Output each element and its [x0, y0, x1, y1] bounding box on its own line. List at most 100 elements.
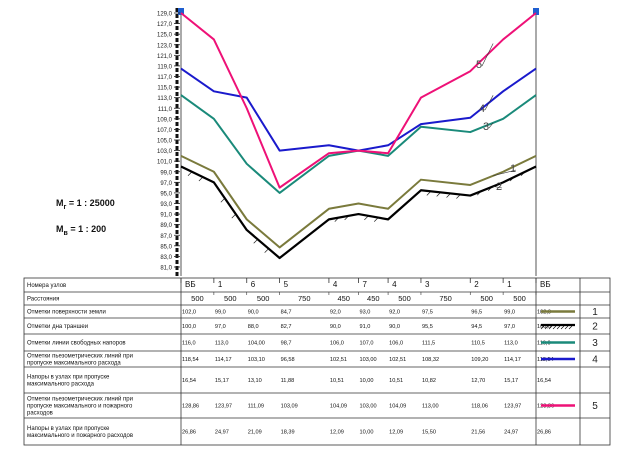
row-label: Отметки пьезометрических линий при пропус… — [27, 353, 133, 367]
cell-value: 90,0 — [330, 324, 341, 330]
series-label-5: 5 — [476, 59, 482, 71]
node-number: 2 — [474, 280, 479, 289]
cell-value: 113,0 — [215, 341, 229, 347]
cell-value: 10,00 — [360, 378, 374, 384]
row-label: Номера узлов — [27, 283, 66, 289]
node-number: 6 — [251, 280, 256, 289]
cell-value: 104,09 — [330, 404, 347, 410]
y-tick-label: 93,0 — [160, 202, 172, 208]
y-tick-label: 121,0 — [157, 54, 173, 60]
legend-number: 4 — [592, 355, 598, 366]
legend-number: 1 — [592, 307, 598, 318]
y-tick-label: 101,0 — [157, 160, 173, 166]
distance-value: 750 — [298, 294, 311, 303]
cell-value: 118,06 — [471, 404, 488, 410]
legend-hatch — [540, 325, 545, 330]
y-tick-label: 107,0 — [157, 128, 173, 134]
cell-value: 118,54 — [182, 357, 199, 363]
node-number: 1 — [507, 280, 512, 289]
cell-value: 90,0 — [389, 324, 400, 330]
cell-value: 15,50 — [422, 430, 436, 436]
series-label-4: 4 — [479, 103, 485, 115]
legend-hatch — [548, 325, 553, 330]
cell-value: 102,0 — [182, 310, 196, 316]
cell-value: 96,5 — [471, 310, 482, 316]
cell-value: 97,0 — [215, 324, 226, 330]
cell-value: 91,0 — [360, 324, 371, 330]
y-tick-label: 91,0 — [160, 213, 172, 219]
series-callout-line — [481, 43, 494, 67]
node-number: ВБ — [540, 280, 551, 289]
distance-value: 750 — [439, 294, 452, 303]
cell-value: 100,0 — [182, 324, 196, 330]
legend-hatch — [544, 325, 549, 330]
row-label: Отметки пьезометрических линий при пропус… — [27, 396, 133, 417]
cell-value: 110,5 — [471, 341, 485, 347]
cell-value: 10,51 — [389, 378, 403, 384]
row-label: Напоры в узлах при пропуске максимального… — [27, 426, 133, 439]
right-tower-marker — [533, 8, 539, 15]
cell-value: 98,7 — [281, 341, 292, 347]
cell-value: 24,97 — [504, 430, 518, 436]
y-tick-label: 127,0 — [157, 22, 173, 28]
node-number: 4 — [333, 280, 338, 289]
node-number: 7 — [363, 280, 368, 289]
cell-value: 84,7 — [281, 310, 292, 316]
y-tick-label: 97,0 — [160, 181, 172, 187]
cell-value: 88,0 — [248, 324, 259, 330]
series-line-2 — [180, 165, 537, 260]
y-tick-label: 119,0 — [157, 64, 172, 70]
cell-value: 10,51 — [330, 378, 344, 384]
cell-value: 106,0 — [330, 341, 344, 347]
distance-value: 500 — [224, 294, 237, 303]
cell-value: 123,97 — [215, 404, 232, 410]
y-tick-label: 111,0 — [158, 107, 173, 113]
cell-value: 12,09 — [330, 430, 344, 436]
cell-value: 96,58 — [281, 357, 295, 363]
series-line-1 — [180, 154, 537, 249]
distance-value: 450 — [337, 294, 350, 303]
series-callout-line — [484, 95, 494, 111]
cell-value: 128,86 — [182, 404, 199, 410]
cell-value: 82,7 — [281, 324, 292, 330]
node-number: 5 — [284, 280, 289, 289]
cell-value: 111,5 — [422, 341, 435, 347]
cell-value: 12,09 — [389, 430, 403, 436]
cell-value: 111,09 — [248, 404, 264, 410]
cell-value: 13,10 — [248, 378, 262, 384]
y-tick-label: 109,0 — [157, 117, 173, 123]
cell-value: 103,00 — [360, 404, 377, 410]
series-callout-line — [493, 169, 517, 177]
y-tick-label: 125,0 — [157, 33, 173, 39]
cell-value: 93,0 — [360, 310, 371, 316]
cell-value: 103,00 — [360, 357, 377, 363]
cell-value: 90,0 — [248, 310, 259, 316]
cell-value: 113,0 — [504, 341, 518, 347]
series-line-5 — [180, 12, 537, 189]
cell-value: 15,17 — [504, 378, 518, 384]
cell-value: 103,10 — [248, 357, 265, 363]
cell-value: 114,17 — [504, 357, 521, 363]
cell-value: 16,54 — [537, 378, 551, 384]
series-callout-line — [493, 186, 503, 189]
cell-value: 97,0 — [504, 324, 515, 330]
cell-value: 92,0 — [389, 310, 400, 316]
cell-value: 94,5 — [471, 324, 482, 330]
cell-value: 104,00 — [248, 341, 265, 347]
row-label: Отметки поверхности земли — [27, 310, 106, 316]
cell-value: 116,0 — [182, 341, 196, 347]
legend-hatch — [564, 325, 569, 330]
y-tick-label: 95,0 — [160, 191, 172, 197]
cell-value: 24,97 — [215, 430, 229, 436]
node-number: 1 — [218, 280, 223, 289]
cell-value: 26,86 — [182, 430, 196, 436]
cell-value: 109,20 — [471, 357, 488, 363]
row-label: Расстояния — [27, 297, 59, 303]
distance-value: 500 — [191, 294, 204, 303]
distance-value: 500 — [257, 294, 270, 303]
series-label-3: 3 — [483, 121, 489, 133]
node-number: 4 — [392, 280, 397, 289]
cell-value: 10,82 — [422, 378, 436, 384]
node-number: 3 — [425, 280, 430, 289]
